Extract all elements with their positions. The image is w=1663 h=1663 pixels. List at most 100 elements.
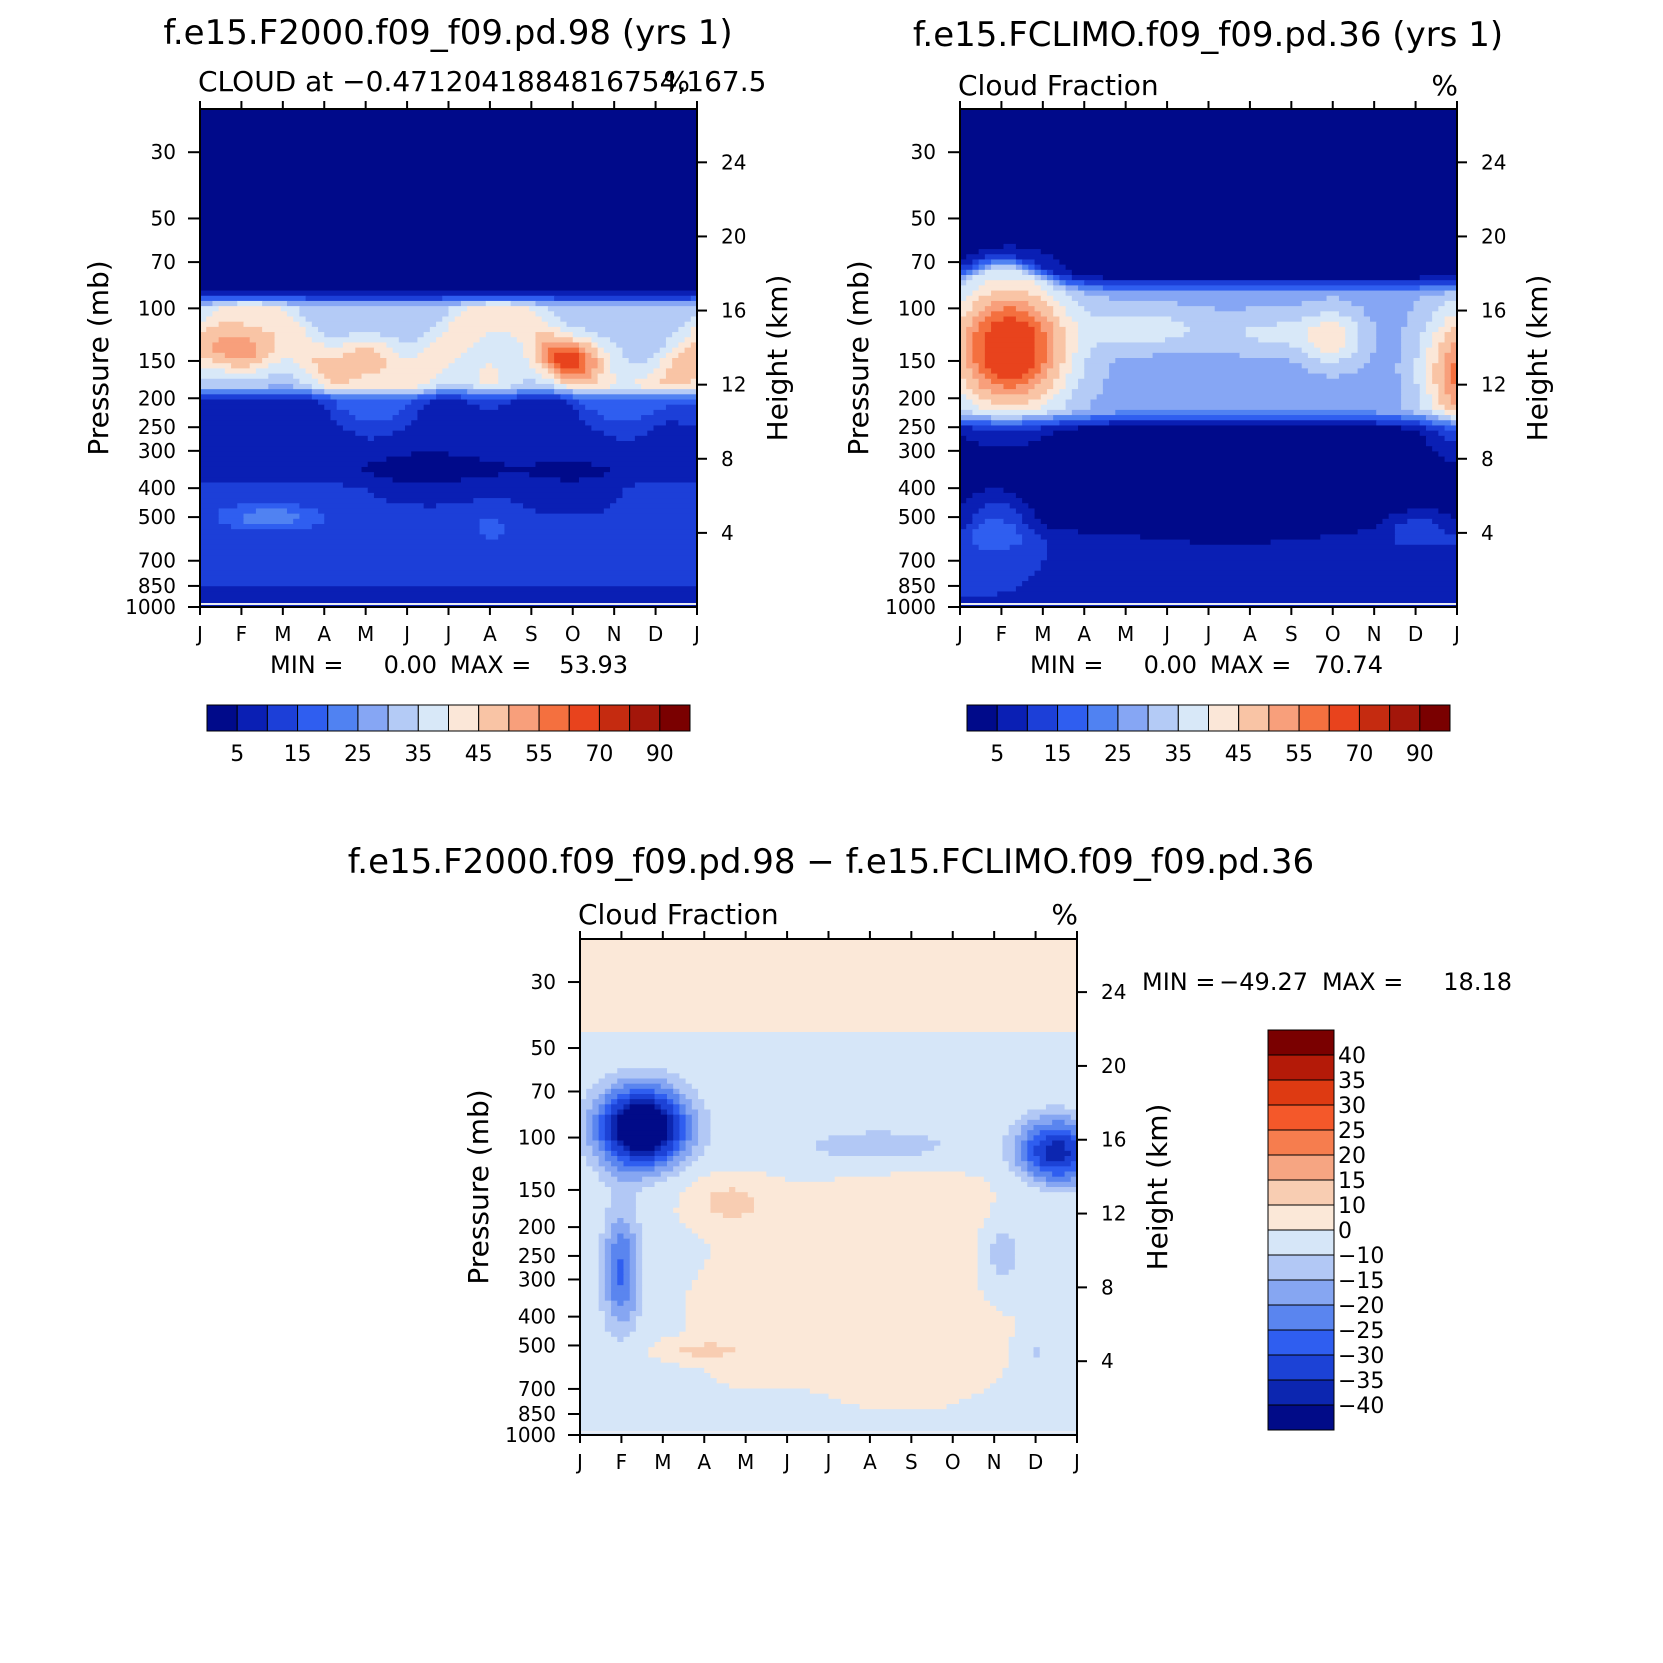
contour-cell bbox=[311, 394, 332, 401]
contour-cell bbox=[598, 1254, 606, 1260]
contour-cell bbox=[659, 347, 673, 354]
contour-cell bbox=[685, 1305, 997, 1312]
colorbar-swatch bbox=[1267, 1379, 1335, 1406]
contour-cell bbox=[299, 321, 313, 328]
contour-cell bbox=[960, 192, 1457, 198]
contour-cell bbox=[642, 1280, 693, 1286]
contour-cell bbox=[690, 295, 697, 302]
contour-cell bbox=[679, 1331, 1016, 1338]
contour-cell bbox=[460, 311, 537, 318]
contour-cell bbox=[978, 285, 1042, 292]
contour-cell bbox=[659, 378, 692, 385]
contour-cell bbox=[960, 124, 1457, 131]
contour-cell bbox=[380, 352, 400, 359]
contour-cell bbox=[604, 1150, 612, 1157]
contour-cell bbox=[679, 1150, 693, 1157]
contour-cell bbox=[1053, 337, 1067, 344]
contour-cell bbox=[436, 321, 450, 328]
contour-cell bbox=[927, 1135, 1004, 1142]
contour-cell bbox=[629, 1331, 680, 1338]
contour-cell bbox=[666, 1094, 681, 1100]
contour-cell bbox=[1022, 513, 1036, 520]
contour-cell bbox=[960, 249, 980, 255]
contour-cell bbox=[1040, 394, 1054, 401]
contour-cell bbox=[1003, 518, 1023, 525]
contour-cell bbox=[704, 1104, 1047, 1111]
contour-cell bbox=[972, 492, 1017, 499]
contour-cell bbox=[1078, 425, 1402, 432]
y-tick-label: 70 bbox=[531, 1079, 556, 1103]
contour-cell bbox=[617, 1259, 625, 1266]
contour-cell bbox=[698, 1269, 979, 1276]
contour-cell bbox=[960, 332, 967, 338]
contour-cell bbox=[635, 1259, 643, 1266]
contour-cell bbox=[498, 368, 537, 375]
contour-cell bbox=[666, 1125, 674, 1131]
contour-cell bbox=[611, 1233, 618, 1240]
contour-cell bbox=[647, 430, 697, 437]
contour-cell bbox=[1171, 316, 1303, 323]
contour-cell bbox=[1009, 503, 1029, 510]
contour-cell bbox=[604, 1238, 618, 1245]
contour-cell bbox=[616, 342, 667, 349]
contour-cell bbox=[1363, 311, 1408, 318]
contour-cell bbox=[479, 378, 499, 385]
contour-cell bbox=[1027, 1166, 1041, 1173]
contour-cell bbox=[473, 342, 524, 349]
contour-cell bbox=[535, 347, 543, 354]
contour-cell bbox=[616, 373, 648, 380]
contour-cell bbox=[1002, 1373, 1077, 1379]
x-tick-label: M bbox=[1034, 622, 1051, 646]
contour-cell bbox=[580, 1104, 594, 1111]
contour-cell bbox=[1070, 1135, 1077, 1142]
contour-cell bbox=[1022, 259, 1036, 266]
contour-cell bbox=[642, 1290, 687, 1297]
contour-cell bbox=[1028, 575, 1457, 582]
contour-cell bbox=[392, 430, 605, 437]
y-tick-label: 500 bbox=[898, 505, 936, 529]
contour-cell bbox=[966, 363, 980, 369]
contour-cell bbox=[1034, 508, 1408, 515]
contour-cell bbox=[1040, 264, 1067, 271]
contour-cell bbox=[417, 409, 580, 416]
contour-cell bbox=[1450, 373, 1457, 380]
contour-cell bbox=[572, 394, 697, 401]
contour-cell bbox=[1357, 332, 1377, 338]
contour-cell bbox=[960, 492, 974, 499]
contour-cell bbox=[672, 332, 692, 338]
contour-cell bbox=[1078, 300, 1179, 307]
contour-cell bbox=[580, 1037, 1077, 1043]
contour-cell bbox=[611, 1249, 631, 1255]
contour-cell bbox=[355, 430, 394, 437]
contour-cell bbox=[629, 1264, 637, 1271]
contour-cell bbox=[960, 181, 1457, 188]
contour-cell bbox=[983, 1290, 1077, 1297]
contour-cell bbox=[1040, 321, 1054, 328]
contour-cell bbox=[960, 451, 1439, 458]
contour-cell bbox=[580, 1285, 600, 1291]
contour-cell bbox=[698, 1233, 979, 1240]
contour-cell bbox=[990, 1212, 1077, 1219]
contour-cell bbox=[299, 363, 319, 369]
contour-cell bbox=[299, 311, 450, 318]
contour-cell bbox=[1014, 1254, 1077, 1260]
contour-cell bbox=[268, 363, 300, 369]
contour-cell bbox=[212, 300, 238, 307]
contour-cell bbox=[960, 280, 967, 286]
contour-cell bbox=[1065, 373, 1085, 380]
contour-cell bbox=[1027, 1135, 1035, 1142]
colorbar-swatch bbox=[297, 704, 329, 732]
contour-cell bbox=[673, 1114, 680, 1121]
contour-cell bbox=[429, 399, 468, 406]
contour-cell bbox=[200, 259, 697, 266]
contour-cell bbox=[704, 1259, 979, 1266]
contour-cell bbox=[960, 316, 974, 323]
contour-cell bbox=[200, 311, 214, 318]
contour-cell bbox=[541, 352, 549, 359]
contour-cell bbox=[710, 1130, 867, 1136]
contour-cell bbox=[510, 399, 568, 406]
contour-cell bbox=[611, 1119, 618, 1126]
contour-cell bbox=[580, 1254, 600, 1260]
contour-cell bbox=[560, 373, 592, 380]
contour-cell bbox=[200, 217, 697, 224]
